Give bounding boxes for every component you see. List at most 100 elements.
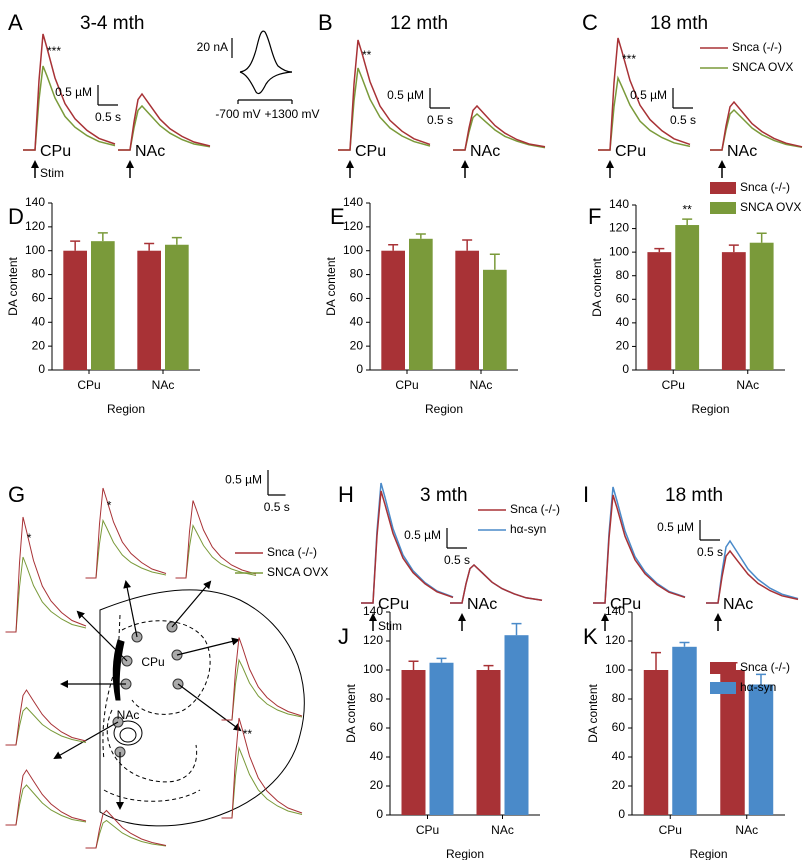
- panel-label: G: [8, 482, 25, 507]
- error-bar: [97, 232, 108, 242]
- bar: [91, 241, 115, 370]
- x-tick-label: NAc: [470, 378, 493, 392]
- x-tick-label: CPu: [395, 378, 418, 392]
- x-tick-label: CPu: [662, 378, 685, 392]
- bar: [720, 670, 745, 815]
- stim-label: Stim: [40, 166, 64, 180]
- scale-label-y: 0.5 µM: [387, 88, 424, 102]
- site-label: CPu: [355, 143, 386, 160]
- panel-label: K: [583, 624, 598, 649]
- legend-swatch: [710, 682, 736, 694]
- panel-label: I: [583, 482, 589, 507]
- error-bar: [408, 660, 419, 670]
- trace-line: [175, 523, 257, 579]
- trace-line: [5, 689, 87, 746]
- scale-label-y: 0.5 µM: [630, 88, 667, 102]
- error-bar: [171, 236, 182, 245]
- legend-label: hα-syn: [510, 522, 546, 536]
- error-bar: [755, 673, 766, 685]
- site-label: CPu: [40, 143, 71, 160]
- y-tick-label: 20: [612, 778, 626, 792]
- trace-line: [338, 39, 431, 151]
- error-bar: [436, 657, 447, 663]
- trace-line: [453, 104, 546, 151]
- x-axis-label: Region: [107, 402, 145, 416]
- error-bar: [651, 651, 662, 670]
- y-tick-label: 140: [363, 604, 383, 618]
- y-tick-label: 20: [370, 778, 384, 792]
- error-bar: [654, 247, 665, 253]
- y-tick-label: 0: [618, 807, 625, 821]
- bar: [165, 244, 189, 370]
- y-tick-label: 140: [609, 197, 629, 211]
- y-tick-label: 60: [370, 720, 384, 734]
- trace-line: [175, 500, 257, 579]
- scale-label-y: 0.5 µM: [55, 85, 92, 99]
- y-tick-label: 140: [343, 195, 363, 209]
- trace-line: [5, 706, 87, 746]
- site-label: CPu: [610, 596, 641, 613]
- bar: [455, 250, 479, 370]
- legend-swatch: [710, 182, 736, 194]
- error-bar: [489, 253, 500, 270]
- bar: [63, 250, 87, 370]
- trace-line: [710, 100, 803, 151]
- trace-line: [5, 556, 87, 633]
- significance: *: [27, 531, 32, 545]
- legend-label: Snca (-/-): [510, 502, 560, 516]
- bar: [401, 670, 426, 815]
- x-axis-label: Region: [425, 402, 463, 416]
- x-tick-label: CPu: [659, 823, 682, 837]
- inset-tick-label: +1300 mV: [264, 107, 319, 121]
- scale-label-x: 0.5 s: [264, 500, 290, 514]
- trace-line: [221, 637, 303, 721]
- y-tick-label: 60: [616, 291, 630, 305]
- trace-line: [221, 746, 303, 819]
- panel-label: A: [8, 10, 23, 35]
- y-tick-label: 40: [370, 749, 384, 763]
- significance: **: [362, 48, 372, 62]
- x-tick-label: CPu: [416, 823, 439, 837]
- y-tick-label: 100: [25, 243, 45, 257]
- y-tick-label: 80: [350, 267, 364, 281]
- inset-tick-label: -700 mV: [215, 107, 260, 121]
- site-label: NAc: [727, 143, 757, 160]
- bar: [429, 662, 454, 815]
- error-bar: [388, 244, 399, 251]
- y-axis-label: DA content: [586, 683, 600, 742]
- y-tick-label: 80: [616, 268, 630, 282]
- panel-title: 3-4 mth: [80, 13, 144, 34]
- x-tick-label: NAc: [735, 823, 758, 837]
- y-tick-label: 140: [605, 604, 625, 618]
- site-label: NAc: [723, 596, 753, 613]
- x-axis-label: Region: [689, 847, 727, 860]
- significance: **: [243, 727, 253, 741]
- site-label: CPu: [378, 596, 409, 613]
- voltammogram-inset: [231, 30, 293, 104]
- trace-line: [85, 487, 167, 579]
- legend-label: SNCA OVX: [732, 60, 793, 74]
- site-label: NAc: [470, 143, 500, 160]
- scale-label-y: 0.5 µM: [225, 473, 262, 487]
- bar: [721, 252, 746, 370]
- error-bar: [483, 664, 494, 670]
- panel-label: D: [8, 204, 24, 229]
- panel-label: C: [582, 10, 598, 35]
- y-tick-label: 100: [363, 662, 383, 676]
- site-arrows: [53, 580, 242, 810]
- legend-label: SNCA OVX: [740, 200, 801, 214]
- bar: [749, 242, 774, 370]
- trace-line: [706, 549, 799, 604]
- bar: [675, 225, 700, 370]
- significance: ***: [622, 52, 636, 66]
- error-bar: [679, 641, 690, 647]
- trace-line: [450, 563, 543, 604]
- bar: [672, 646, 697, 815]
- bar: [409, 238, 433, 370]
- scale-label-x: 0.5 s: [427, 113, 453, 127]
- panel-title: 18 mth: [650, 13, 708, 34]
- bar: [748, 684, 774, 815]
- y-tick-label: 40: [612, 749, 626, 763]
- y-tick-label: 120: [609, 221, 629, 235]
